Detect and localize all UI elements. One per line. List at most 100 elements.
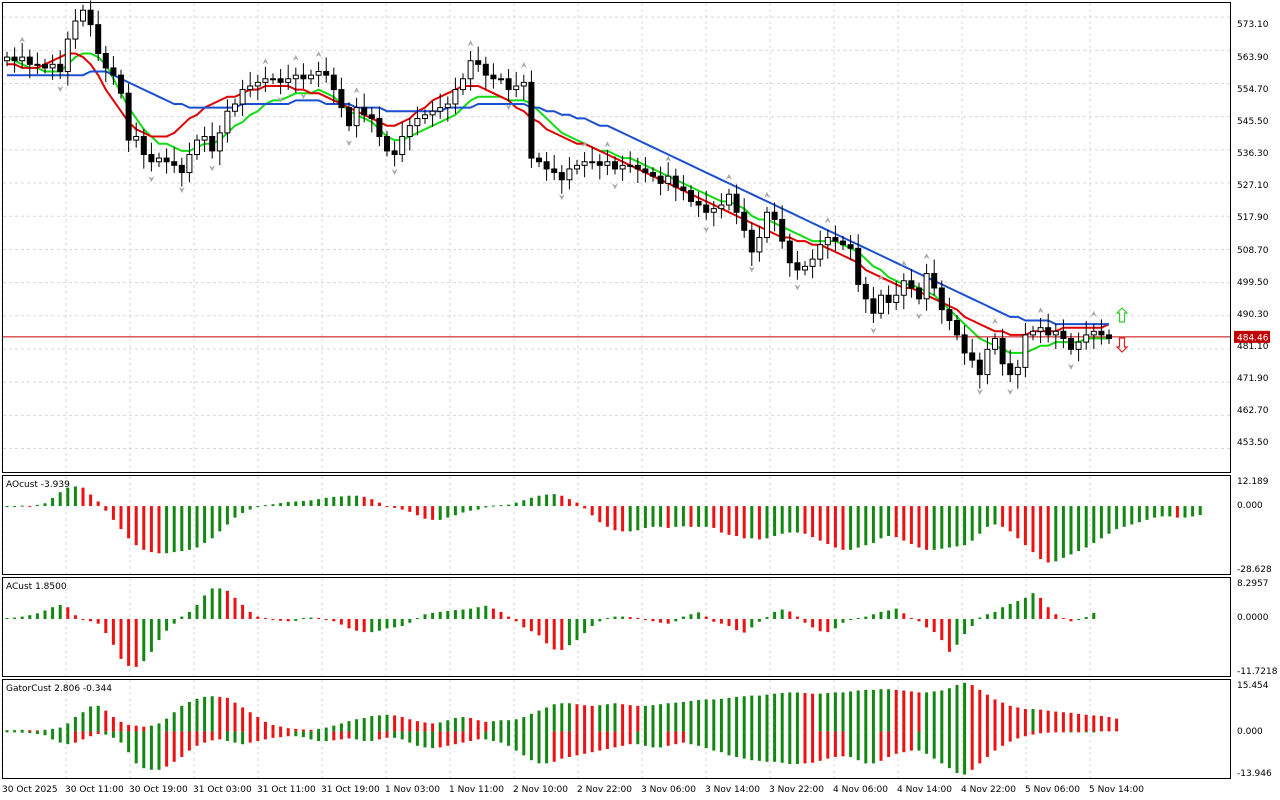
- ao-bar: [773, 506, 777, 537]
- ac-panel[interactable]: [5, 588, 1096, 667]
- gator-upper-bar: [818, 693, 822, 732]
- bearish-candle: [558, 172, 565, 181]
- gator-upper-bar: [81, 712, 85, 732]
- gator-upper-bar: [1092, 715, 1096, 732]
- fractal-up-icon: [824, 217, 831, 224]
- gator-lower-bar: [453, 731, 457, 745]
- ac-bar: [803, 618, 807, 623]
- price-tick: 471.90: [1237, 374, 1269, 384]
- bullish-candle: [589, 161, 596, 164]
- gator-upper-bar: [271, 725, 275, 732]
- ac-bar: [324, 618, 328, 620]
- ao-bar: [484, 506, 488, 508]
- time-tick: 3 Nov 22:00: [769, 785, 824, 795]
- ao-bar: [1145, 506, 1149, 520]
- bearish-candle: [650, 172, 656, 177]
- ao-bar: [423, 506, 427, 519]
- gator-upper-bar: [195, 698, 199, 732]
- ao-bar: [879, 506, 883, 539]
- ac-bar: [909, 618, 913, 620]
- time-tick: 1 Nov 03:00: [385, 785, 440, 795]
- bullish-candle: [422, 114, 428, 119]
- ao-bar: [51, 498, 55, 507]
- gator-lower-bar: [309, 731, 313, 740]
- ao-bar: [1153, 506, 1157, 518]
- time-tick: 4 Nov 22:00: [961, 785, 1016, 795]
- fractal-up-icon: [665, 155, 672, 162]
- ao-bar: [978, 506, 982, 534]
- bullish-candle: [665, 175, 672, 184]
- gator-upper-bar: [621, 704, 625, 732]
- bullish-candle: [878, 294, 884, 314]
- bullish-candle: [520, 81, 527, 87]
- ac-bar: [446, 610, 450, 619]
- bullish-candle: [824, 237, 831, 246]
- bullish-candle: [308, 74, 314, 80]
- bearish-candle: [703, 204, 710, 213]
- fractal-down-icon: [1068, 363, 1074, 370]
- bearish-candle: [57, 63, 64, 73]
- price-panel-frame: [2, 2, 1231, 473]
- bullish-candle: [254, 81, 261, 87]
- price-tick: 536.30: [1237, 149, 1269, 159]
- gator-lower-bar: [134, 731, 138, 764]
- gator-lower-bar: [681, 731, 685, 743]
- bearish-candle: [634, 164, 641, 170]
- bearish-candle: [338, 89, 345, 109]
- ao-bar: [795, 506, 799, 533]
- bearish-candle: [862, 283, 869, 300]
- ac-bar: [195, 604, 199, 619]
- fractal-down-icon: [57, 85, 64, 92]
- gator-lower-bar: [20, 731, 24, 733]
- gator-lower-bar: [1061, 731, 1065, 733]
- gator-upper-bar: [795, 692, 799, 732]
- ac-bar: [636, 618, 640, 620]
- ao-bar: [1183, 506, 1187, 518]
- ac-bar: [385, 618, 389, 629]
- gator-lower-bar: [446, 731, 450, 746]
- gator-panel[interactable]: [5, 682, 1119, 775]
- ao-bar: [1191, 506, 1195, 517]
- gator-lower-bar: [750, 731, 754, 761]
- gator-lower-bar: [180, 731, 184, 757]
- fractal-down-icon: [794, 284, 801, 291]
- gator-upper-bar: [172, 712, 176, 732]
- ac-bar: [347, 618, 351, 629]
- gator-upper-bar: [301, 729, 305, 732]
- gator-upper-bar: [894, 689, 898, 732]
- buy-arrow-icon: [1115, 307, 1129, 323]
- price-tick: 563.90: [1237, 53, 1269, 63]
- gator-lower-bar: [788, 731, 792, 765]
- fractal-down-icon: [976, 389, 983, 396]
- ac-bar: [750, 618, 754, 628]
- ac-bar: [58, 604, 62, 619]
- gator-upper-bar: [286, 728, 290, 732]
- ac-bar: [514, 618, 518, 622]
- fractal-markers: [19, 36, 1097, 396]
- gator-upper-bar: [955, 685, 959, 732]
- gator-upper-bar: [681, 701, 685, 732]
- ao-tick-min: -28.628: [1237, 565, 1272, 575]
- ac-bar: [841, 618, 845, 623]
- ac-bar: [491, 608, 495, 619]
- ao-bar: [963, 506, 967, 546]
- bearish-candle: [384, 135, 390, 152]
- ac-bar: [73, 615, 77, 619]
- ac-bar: [1001, 607, 1005, 619]
- price-panel[interactable]: [2, 0, 1230, 396]
- bearish-candle: [26, 56, 33, 65]
- ao-bar: [613, 506, 617, 531]
- bearish-candle: [855, 247, 862, 285]
- ao-panel[interactable]: [5, 486, 1202, 563]
- gator-upper-bar: [1031, 709, 1035, 732]
- fractal-up-icon: [262, 58, 269, 65]
- ao-bar: [453, 506, 457, 516]
- ac-bar: [643, 618, 647, 620]
- gator-upper-bar: [811, 693, 815, 732]
- gator-lower-bar: [332, 731, 336, 741]
- time-tick: 4 Nov 14:00: [897, 785, 952, 795]
- bullish-candle: [893, 294, 900, 303]
- gator-lower-bar: [871, 731, 875, 764]
- gator-lower-bar: [393, 731, 397, 738]
